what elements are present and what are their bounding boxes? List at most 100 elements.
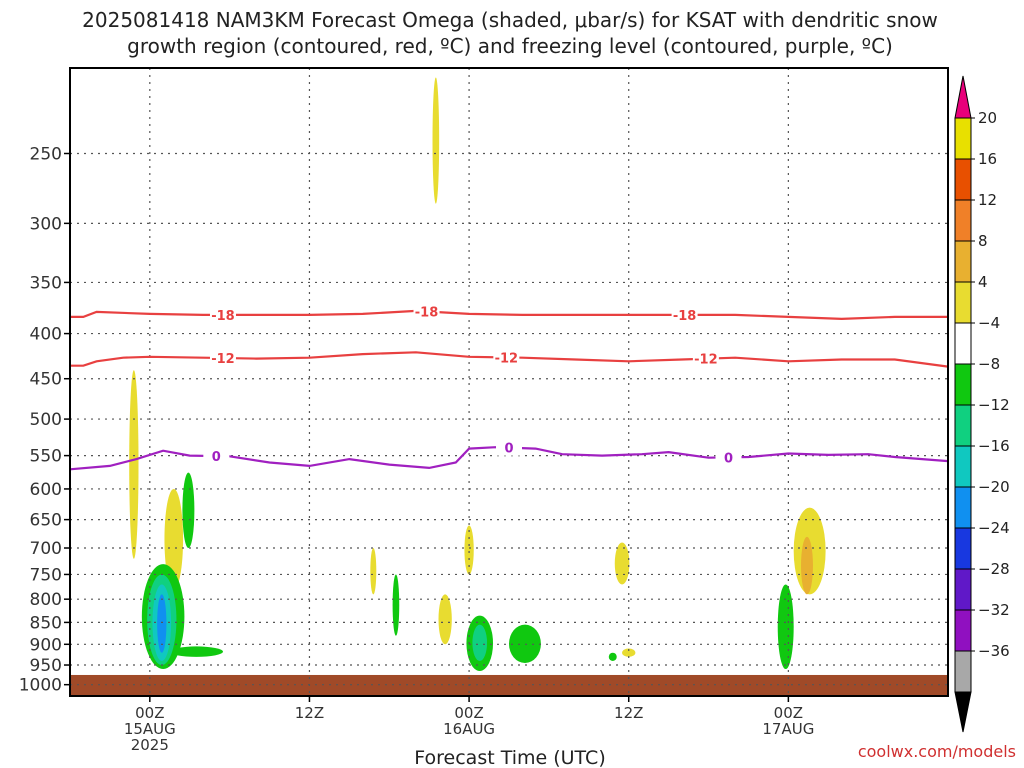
y-tick-label: 300	[30, 214, 62, 234]
colorbar-swatch	[954, 568, 972, 611]
omega-blob	[129, 370, 139, 559]
colorbar-swatch	[954, 240, 972, 283]
colorbar-label: −12	[978, 396, 1010, 414]
colorbar-label: −16	[978, 437, 1010, 455]
x-tick-label: 17AUG	[762, 720, 814, 738]
colorbar-swatch	[954, 199, 972, 242]
omega-blob	[622, 648, 636, 657]
omega-blob	[169, 646, 223, 657]
x-tick-label: 15AUG	[124, 720, 176, 738]
x-tick-label: 16AUG	[443, 720, 495, 738]
colorbar-label: 20	[978, 109, 997, 127]
omega-blob	[157, 594, 167, 653]
x-axis-label: Forecast Time (UTC)	[414, 747, 605, 768]
y-tick-label: 550	[30, 447, 62, 467]
chart-title-line1: 2025081418 NAM3KM Forecast Omega (shaded…	[82, 8, 938, 32]
omega-blob	[472, 624, 488, 661]
omega-blob	[164, 488, 184, 590]
colorbar: 20 16 12 8 4 −4 −8 −12 −16 −20 −24 −28 −32 −36	[954, 75, 1010, 733]
omega-blob	[370, 548, 377, 595]
y-tick-label: 650	[30, 511, 62, 531]
omega-blob	[182, 472, 195, 549]
colorbar-label: 4	[978, 273, 988, 291]
contour-label-bg	[692, 350, 719, 367]
colorbar-label: −4	[978, 314, 1000, 332]
contour-lines: -18 -18 -18 -12 -12 -12 0 0 0	[69, 303, 949, 471]
contour-label: -12	[694, 353, 718, 368]
contour-label: -18	[211, 309, 235, 324]
contour-line	[70, 309, 948, 321]
colorbar-swatch	[954, 404, 972, 447]
contour-label-bg	[496, 439, 522, 456]
colorbar-top-cap	[954, 75, 972, 119]
x-tick-label: 2025	[131, 736, 169, 754]
colorbar-label: 8	[978, 232, 988, 250]
omega-blob	[464, 525, 474, 575]
x-tick-label: 00Z	[774, 704, 803, 722]
omega-blob	[777, 584, 794, 670]
y-tick-label: 600	[30, 480, 62, 500]
colorbar-label: −8	[978, 355, 1000, 373]
contour-label-bg	[671, 306, 698, 323]
plot-area	[70, 68, 948, 696]
contour-label: -12	[495, 351, 519, 366]
y-tick-label: 1000	[19, 676, 62, 696]
x-tick-label: 00Z	[135, 704, 164, 722]
contour-label: -18	[415, 306, 439, 321]
plot-frame	[69, 67, 949, 697]
colorbar-bottom-cap	[954, 691, 972, 733]
colorbar-label: −32	[978, 601, 1010, 619]
omega-blob	[438, 594, 452, 645]
omega-blob	[392, 574, 400, 636]
credit-text: coolwx.com/models	[858, 742, 1016, 761]
colorbar-swatch	[954, 281, 972, 324]
contour-label: 0	[504, 442, 513, 457]
x-tick-label: 12Z	[614, 704, 643, 722]
colorbar-label: −24	[978, 519, 1010, 537]
colorbar-swatch	[954, 322, 972, 365]
terrain-ground	[70, 674, 948, 696]
contour-label-bg	[203, 448, 230, 465]
y-axis: 2503003504004505005506006507007508008509…	[19, 144, 70, 696]
contour-label-bg	[209, 350, 236, 367]
colorbar-swatch	[954, 609, 972, 652]
omega-blob	[614, 542, 630, 585]
colorbar-swatch	[954, 445, 972, 488]
contour-line	[69, 446, 949, 471]
y-tick-label: 500	[30, 410, 62, 430]
contour-label-bg	[715, 449, 742, 466]
colorbar-label: −20	[978, 478, 1010, 496]
contour-label-bg	[413, 303, 440, 320]
contour-label: -12	[211, 352, 235, 367]
colorbar-label: −28	[978, 560, 1010, 578]
colorbar-label: 12	[978, 191, 997, 209]
contour-label-bg	[209, 306, 236, 323]
y-tick-label: 800	[30, 590, 62, 610]
colorbar-swatch	[954, 527, 972, 570]
contour-line	[70, 351, 949, 368]
y-tick-label: 450	[30, 370, 62, 390]
ground-fill	[70, 674, 948, 696]
colorbar-swatch	[954, 363, 972, 406]
contour-label: 0	[212, 450, 221, 465]
omega-blob	[801, 536, 813, 595]
x-tick-label: 12Z	[295, 704, 324, 722]
contour-label: 0	[724, 451, 733, 466]
colorbar-swatch	[954, 117, 972, 160]
colorbar-swatch	[954, 650, 972, 693]
y-tick-label: 950	[30, 656, 62, 676]
contour-label-bg	[493, 349, 520, 366]
colorbar-label: 16	[978, 150, 997, 168]
omega-blob	[509, 624, 541, 663]
colorbar-swatch	[954, 486, 972, 529]
omega-blob	[432, 77, 440, 204]
colorbar-label: −36	[978, 642, 1010, 660]
x-tick-label: 00Z	[454, 704, 483, 722]
contour-label: -18	[673, 309, 697, 324]
y-tick-label: 350	[30, 273, 62, 293]
colorbar-swatch	[954, 158, 972, 201]
y-tick-label: 250	[30, 144, 62, 164]
y-tick-label: 900	[30, 635, 62, 655]
